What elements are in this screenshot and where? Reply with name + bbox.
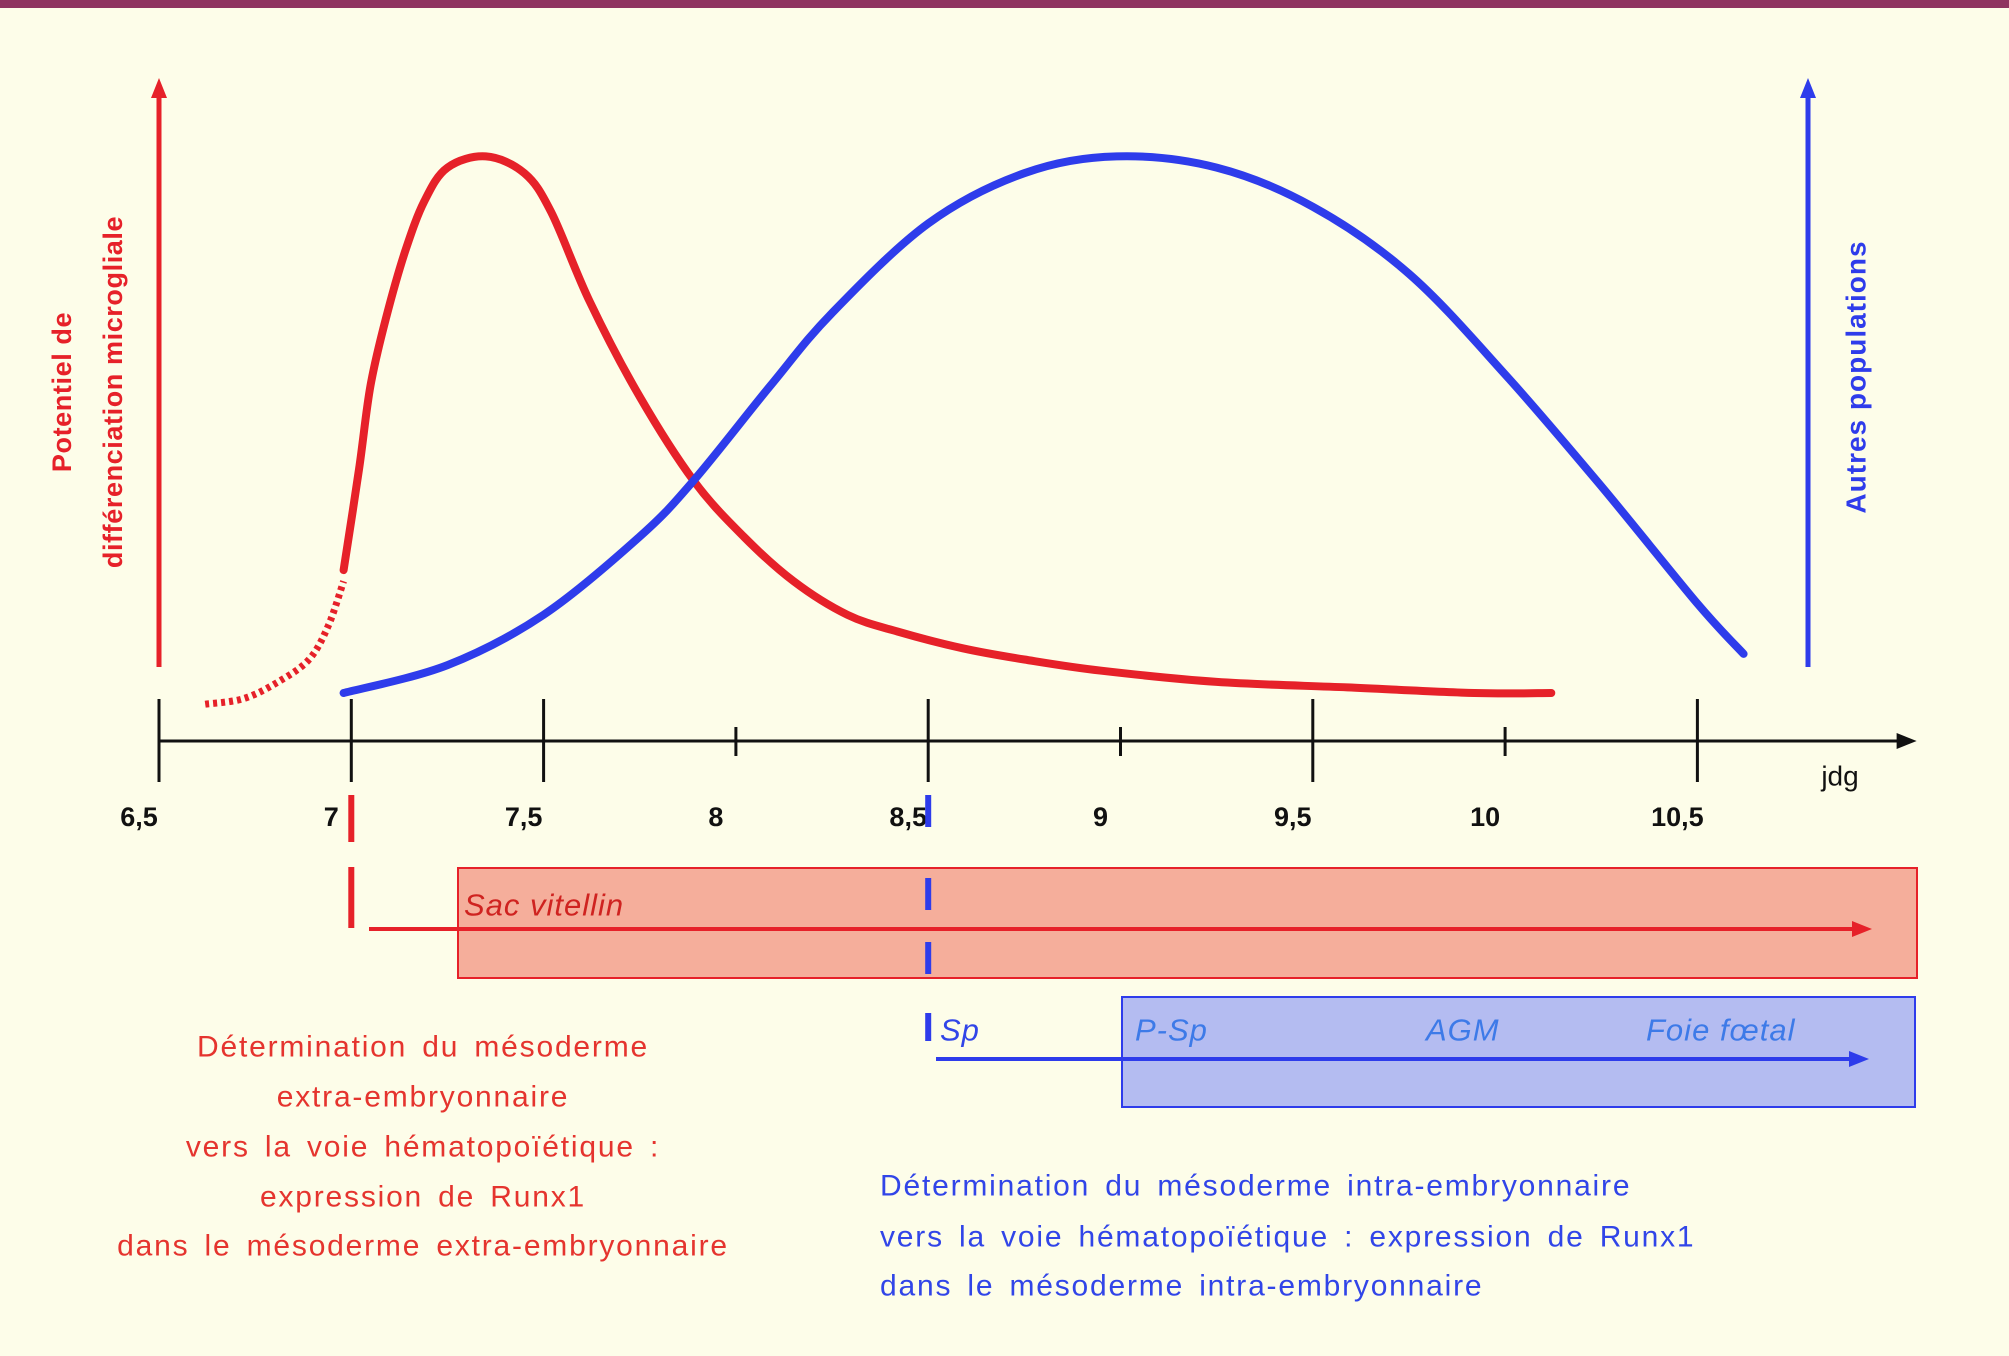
x-tick-label: 8 bbox=[708, 802, 723, 832]
x-tick-label: 10 bbox=[1470, 802, 1500, 832]
left-y-axis-label-line-2: différenciation microgliale bbox=[98, 216, 128, 568]
x-axis-arrowhead bbox=[1896, 733, 1917, 749]
x-tick-label: 10,5 bbox=[1651, 802, 1704, 832]
x-tick-label: 8,5 bbox=[889, 802, 927, 832]
x-tick-label: 6,5 bbox=[120, 802, 158, 832]
extra-embryonic-caption: Détermination du mésoderme extra-embryon… bbox=[117, 1031, 729, 1263]
extra-caption-line: Détermination du mésoderme bbox=[197, 1031, 649, 1064]
x-ticks: 6,5 7 7,5 8 8,5 9 9,5 10 10,5 bbox=[120, 699, 1704, 832]
yolk-sac-box bbox=[457, 867, 1918, 979]
curves bbox=[204, 152, 1748, 708]
left-y-axis-arrow bbox=[151, 78, 167, 667]
intra-caption-line: vers la voie hématopoïétique : expressio… bbox=[880, 1221, 1695, 1254]
series-1-solid-line bbox=[339, 152, 1556, 698]
x-tick-label: 7,5 bbox=[505, 802, 543, 832]
intra-embryonic-arrow bbox=[936, 1051, 1869, 1067]
yolk-sac-arrowhead bbox=[1852, 921, 1872, 937]
right-y-axis-arrow bbox=[1800, 78, 1816, 667]
x-tick-label: 9 bbox=[1093, 802, 1108, 832]
region-label-agm: AGM bbox=[1424, 1013, 1500, 1048]
left-y-axis-arrowhead bbox=[151, 78, 167, 98]
sp-label: Sp bbox=[940, 1013, 980, 1048]
yolk-sac-label: Sac vitellin bbox=[464, 888, 624, 923]
intra-embryonic-caption: Détermination du mésoderme intra-embryon… bbox=[880, 1170, 1695, 1303]
extra-caption-line: dans le mésoderme extra-embryonnaire bbox=[117, 1230, 729, 1263]
top-border bbox=[0, 0, 2009, 8]
extra-caption-line: expression de Runx1 bbox=[260, 1181, 586, 1214]
series-1-dotted-line bbox=[204, 580, 347, 708]
region-label-fetal-liver: Foie fœtal bbox=[1646, 1013, 1796, 1048]
yolk-sac-arrow bbox=[369, 921, 1872, 937]
x-tick-label: 7 bbox=[324, 802, 339, 832]
intra-caption-line: Détermination du mésoderme intra-embryon… bbox=[880, 1170, 1631, 1203]
right-y-axis-label: Autres populations bbox=[1841, 240, 1872, 513]
region-label-p-sp: P-Sp bbox=[1135, 1013, 1208, 1048]
intra-caption-line: dans le mésoderme intra-embryonnaire bbox=[880, 1270, 1483, 1303]
x-axis-label: jdg bbox=[1820, 761, 1858, 792]
left-y-axis-label-line-1: Potentiel de bbox=[47, 312, 77, 472]
right-y-axis-label-text: Autres populations bbox=[1841, 240, 1872, 513]
extra-caption-line: extra-embryonnaire bbox=[277, 1081, 570, 1114]
series-2-solid-line bbox=[339, 152, 1748, 697]
right-y-axis-arrowhead bbox=[1800, 78, 1816, 98]
intra-embryonic-arrowhead bbox=[1849, 1051, 1869, 1067]
x-tick-label: 9,5 bbox=[1274, 802, 1312, 832]
x-axis bbox=[159, 733, 1917, 749]
left-y-axis-label: Potentiel de différenciation microgliale bbox=[47, 216, 128, 568]
extra-caption-line: vers la voie hématopoïétique : bbox=[186, 1131, 660, 1164]
intra-embryonic-box bbox=[1121, 996, 1916, 1108]
